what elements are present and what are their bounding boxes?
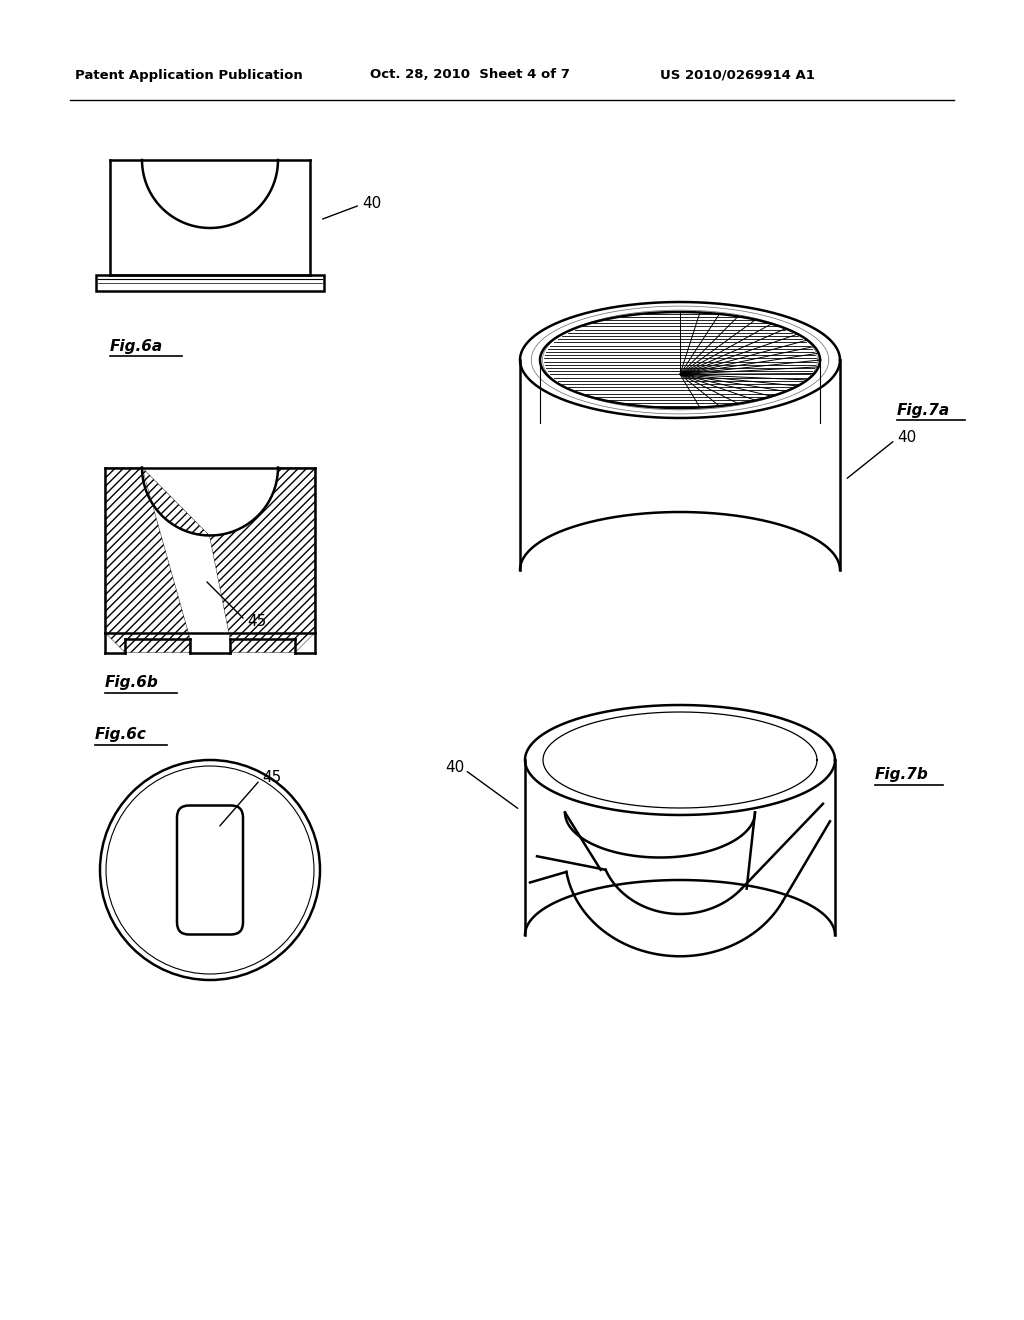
- Text: 40: 40: [362, 195, 381, 210]
- Text: Fig.7a: Fig.7a: [897, 403, 950, 417]
- Bar: [96, 275, 324, 290]
- Text: Fig.7b: Fig.7b: [874, 767, 929, 783]
- Text: US 2010/0269914 A1: US 2010/0269914 A1: [660, 69, 815, 82]
- Text: 40: 40: [445, 760, 464, 776]
- Text: Fig.6b: Fig.6b: [105, 675, 159, 690]
- Text: Oct. 28, 2010  Sheet 4 of 7: Oct. 28, 2010 Sheet 4 of 7: [370, 69, 570, 82]
- Text: Fig.6a: Fig.6a: [110, 338, 163, 354]
- Text: Fig.6c: Fig.6c: [95, 727, 146, 742]
- Text: 45: 45: [262, 771, 282, 785]
- Text: 45: 45: [247, 615, 266, 630]
- Text: 40: 40: [897, 430, 916, 446]
- Text: Patent Application Publication: Patent Application Publication: [75, 69, 303, 82]
